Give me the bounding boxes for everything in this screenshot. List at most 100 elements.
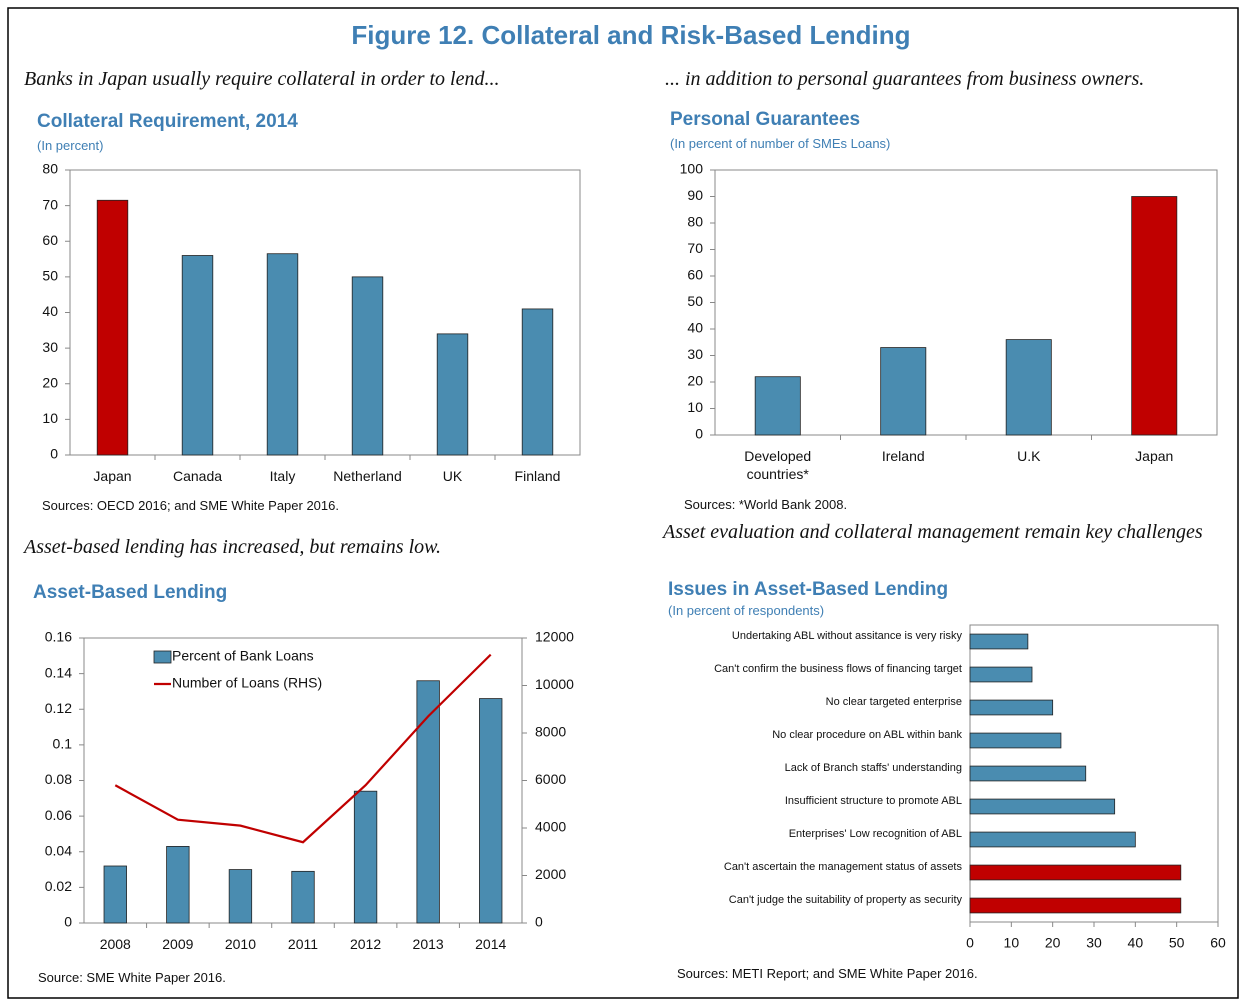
y-tick-label: 0.12 (45, 700, 72, 716)
y-tick-label: 0.02 (45, 878, 72, 894)
y-tick-label: 20 (42, 374, 58, 390)
y-tick-label: 80 (687, 214, 703, 230)
x-tick-label: 2012 (349, 936, 382, 952)
bar (166, 846, 190, 924)
y-tick-label: 50 (42, 268, 58, 284)
bar (969, 798, 1116, 815)
y2-tick-label: 10000 (535, 676, 574, 692)
panel-intro: ... in addition to personal guarantees f… (665, 68, 1145, 90)
y-tick-label: 60 (42, 232, 58, 248)
x-tick-label: Canada (172, 468, 223, 484)
x-tick-label: 50 (1169, 935, 1185, 951)
y-tick-label: 0.04 (45, 842, 72, 858)
legend-swatch (153, 650, 172, 664)
chart-title: Collateral Requirement, 2014 (37, 111, 298, 132)
y-tick-label: Enterprises' Low recognition of ABL (788, 827, 962, 840)
bar (353, 790, 378, 924)
x-tick-label: Developed countries* (744, 448, 812, 482)
bar (969, 699, 1054, 716)
x-tick-label: Netherland (333, 468, 402, 484)
x-tick-label: 2011 (287, 936, 319, 952)
x-tick-label: 60 (1210, 935, 1226, 951)
panel-intro: Asset-based lending has increased, but r… (24, 536, 441, 558)
bar (1005, 339, 1052, 436)
x-tick-label: 2013 (412, 936, 444, 952)
y-tick-label: 0.06 (45, 807, 72, 823)
bar (351, 276, 384, 456)
y-tick-label: 70 (42, 196, 58, 212)
figure-frame (7, 7, 1239, 999)
bar (266, 253, 299, 456)
chart-title: Issues in Asset-Based Lending (668, 579, 949, 600)
bar (880, 347, 927, 436)
y-tick-label: 100 (680, 161, 704, 177)
bar (416, 680, 440, 924)
y-tick-label: 10 (42, 410, 58, 426)
y-tick-label: No clear procedure on ABL within bank (772, 728, 962, 741)
y-tick-label: Lack of Branch staffs' understanding (784, 761, 962, 774)
x-tick-label: 2009 (162, 936, 194, 952)
bar (754, 376, 801, 436)
x-tick-label: 2008 (99, 936, 131, 952)
y-tick-label: 60 (687, 267, 703, 283)
chart-subtitle: (In percent of number of SMEs Loans) (670, 136, 891, 151)
y2-tick-label: 2000 (535, 866, 566, 882)
chart-source: Sources: *World Bank 2008. (684, 497, 848, 512)
legend-label: Percent of Bank Loans (172, 648, 314, 664)
chart-source: Sources: METI Report; and SME White Pape… (677, 966, 978, 981)
bar (969, 831, 1136, 848)
figure-title: Figure 12. Collateral and Risk-Based Len… (351, 20, 911, 50)
x-tick-label: 30 (1086, 935, 1102, 951)
chart-subtitle: (In percent) (37, 138, 104, 153)
x-tick-label: UK (442, 468, 463, 484)
bar (103, 865, 127, 924)
y-tick-label: 30 (42, 339, 58, 355)
y-tick-label: 30 (687, 346, 703, 362)
y-tick-label: 20 (687, 373, 703, 389)
bar (436, 333, 469, 456)
bar (479, 698, 503, 924)
y-tick-label: Can't judge the suitability of property … (728, 893, 962, 906)
chart-title: Personal Guarantees (670, 109, 861, 130)
bar (521, 308, 554, 456)
bar (969, 765, 1087, 782)
chart-source: Source: SME White Paper 2016. (38, 970, 226, 985)
y2-tick-label: 12000 (535, 629, 574, 645)
y2-tick-label: 6000 (535, 771, 566, 787)
legend-label: Number of Loans (RHS) (172, 675, 322, 691)
x-tick-label: Japan (93, 468, 132, 484)
bar (181, 255, 214, 456)
x-tick-label: 40 (1128, 935, 1144, 951)
y-tick-label: No clear targeted enterprise (825, 695, 962, 708)
bar (228, 869, 253, 924)
y-tick-label: 40 (687, 320, 703, 336)
bar (969, 897, 1182, 914)
x-tick-label: Ireland (881, 448, 925, 464)
bar (1131, 196, 1178, 436)
y-tick-label: 70 (687, 240, 703, 256)
chart-title: Asset-Based Lending (33, 582, 228, 603)
y-tick-label: Can't ascertain the management status of… (723, 860, 962, 873)
y-tick-label: Can't confirm the business flows of fina… (714, 662, 962, 675)
chart-subtitle: (In percent of respondents) (668, 603, 825, 618)
x-tick-label: 2014 (475, 936, 507, 952)
plot-area (69, 169, 581, 456)
y-tick-label: 50 (687, 293, 703, 309)
x-tick-label: U.K (1017, 448, 1041, 464)
y-tick-label: 80 (42, 161, 58, 177)
y-tick-label: 0.08 (45, 771, 72, 787)
y2-tick-label: 0 (535, 914, 543, 930)
y-tick-label: 0.14 (45, 664, 72, 680)
y-tick-label: 0.1 (53, 736, 73, 752)
x-tick-label: Japan (1135, 448, 1174, 464)
y-tick-label: Undertaking ABL without assitance is ver… (731, 629, 962, 642)
bar (969, 666, 1033, 683)
chart-source: Sources: OECD 2016; and SME White Paper … (42, 498, 339, 513)
line-series (114, 653, 492, 844)
panel-intro: Banks in Japan usually require collatera… (24, 68, 500, 90)
y2-tick-label: 8000 (535, 724, 566, 740)
y-tick-label: 90 (687, 187, 703, 203)
y-tick-label: 0.16 (45, 629, 72, 645)
